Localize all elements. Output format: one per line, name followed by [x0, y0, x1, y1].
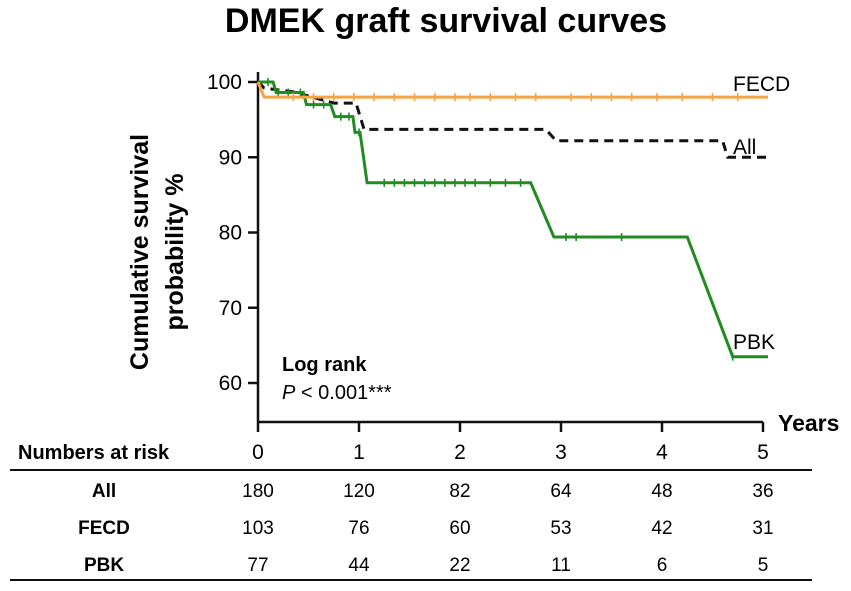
risk-value: 6 [657, 555, 668, 576]
risk-value: 82 [449, 481, 470, 502]
risk-value: 53 [550, 518, 571, 539]
x-tick-label: 4 [656, 441, 668, 464]
risk-value: 180 [242, 481, 274, 502]
risk-row-pbk: PBK 77 44 22 11 6 5 [84, 555, 768, 576]
y-tick-label: 90 [219, 146, 242, 169]
x-tick-label: 0 [252, 441, 264, 464]
chart-title: DMEK graft survival curves [225, 2, 667, 40]
p-value-text: < 0.001*** [295, 382, 391, 404]
x-tick-label: 3 [555, 441, 567, 464]
series-labels: FECD All PBK [733, 73, 790, 354]
risk-value: 31 [752, 518, 773, 539]
risk-value: 76 [348, 518, 369, 539]
x-tick-label: 1 [353, 441, 365, 464]
x-tick-label: 2 [454, 441, 466, 464]
risk-row-fecd: FECD 103 76 60 53 42 31 [78, 518, 773, 539]
series-line-all [256, 80, 768, 159]
risk-row-all: All 180 120 82 64 48 36 [92, 481, 774, 502]
y-tick-label: 60 [219, 372, 242, 395]
x-ticks: 0 1 2 3 4 5 [252, 422, 769, 464]
series-layer [256, 78, 768, 361]
series-label-fecd: FECD [733, 73, 790, 96]
risk-value: 42 [651, 518, 672, 539]
logrank-label: Log rank [282, 354, 367, 376]
y-axis-label-line2: probability % [161, 174, 189, 331]
risk-value: 120 [343, 481, 375, 502]
series-label-pbk: PBK [733, 331, 775, 354]
risk-value: 64 [550, 481, 572, 502]
risk-table-rows: All 180 120 82 64 48 36 FECD 103 76 60 53 42 31 PBK 77 4… [78, 481, 773, 576]
p-symbol: P [282, 382, 296, 404]
axes [256, 72, 763, 424]
series-fecd [256, 81, 768, 102]
y-tick-label: 100 [207, 71, 242, 94]
risk-row-label: FECD [78, 518, 130, 539]
risk-row-label: PBK [84, 555, 124, 576]
risk-table-header: Numbers at risk [18, 442, 170, 464]
series-line-pbk [258, 80, 768, 359]
y-tick-label: 70 [219, 297, 242, 320]
y-ticks: 60 70 80 90 100 [207, 71, 258, 395]
risk-value: 103 [242, 518, 274, 539]
risk-value: 48 [651, 481, 672, 502]
series-pbk [258, 78, 768, 361]
x-axis-label: Years [778, 410, 839, 436]
y-axis-label-line1: Cumulative survival [126, 134, 154, 370]
risk-row-label: All [92, 481, 116, 502]
risk-value: 36 [752, 481, 773, 502]
y-tick-label: 80 [219, 222, 242, 245]
risk-value: 44 [348, 555, 370, 576]
risk-value: 11 [551, 555, 571, 576]
risk-value: 77 [247, 555, 268, 576]
series-all [256, 80, 768, 159]
risk-value: 22 [449, 555, 470, 576]
x-tick-label: 5 [757, 441, 769, 464]
p-value: P < 0.001*** [282, 382, 392, 404]
series-line-fecd [256, 81, 768, 99]
risk-value: 5 [758, 555, 769, 576]
risk-value: 60 [449, 518, 470, 539]
series-label-all: All [733, 136, 756, 159]
